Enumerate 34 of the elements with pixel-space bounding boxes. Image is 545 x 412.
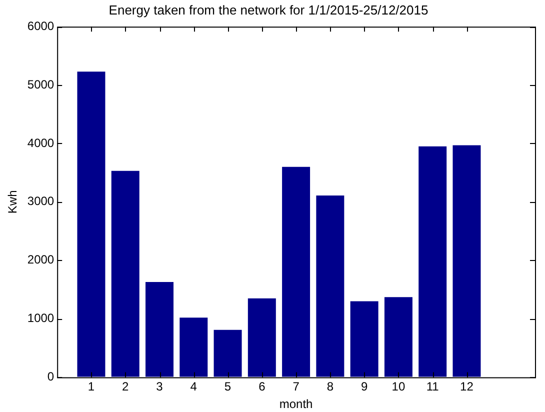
x-tick-label: 5 [224,380,232,394]
y-tick-label: 0 [47,370,54,384]
x-axis-title: month [279,397,313,412]
bar [384,297,412,377]
x-tick-label: 6 [258,380,266,394]
x-tick-label: 12 [460,380,474,394]
x-tick-label: 11 [426,380,440,394]
bar [180,318,208,377]
bar [214,330,242,377]
y-axis-title: Kwh [6,190,20,214]
y-tick-label: 1000 [27,311,54,326]
bar [418,146,447,377]
bar [316,195,344,377]
bar [452,145,481,377]
chart-title: Energy taken from the network for 1/1/2015-25/12/2015 [108,2,428,18]
x-tick-label: 9 [360,380,368,394]
y-tick-label: 2000 [27,252,54,267]
x-tick-label: 2 [122,380,130,394]
bar [350,301,378,377]
x-tick-label: 7 [292,380,300,394]
x-tick-label: 1 [88,380,95,394]
bar [248,298,276,377]
bar [111,170,140,377]
x-tick-label: 3 [156,380,164,394]
x-tick-label: 4 [190,380,198,394]
bar [282,166,310,377]
bar [77,72,106,377]
y-tick-label: 4000 [27,136,54,150]
x-tick-label: 10 [392,380,406,394]
y-tick-label: 6000 [27,18,54,33]
bar [146,282,174,377]
y-tick-label: 5000 [27,77,54,92]
y-tick-label: 3000 [27,194,54,208]
x-tick-label: 8 [326,380,334,394]
